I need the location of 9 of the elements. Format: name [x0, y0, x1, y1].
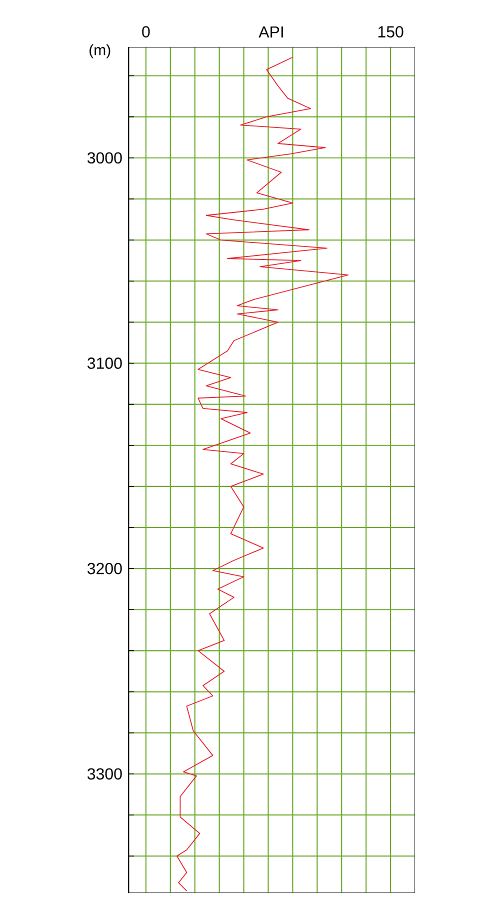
x-axis-title: API [258, 26, 283, 38]
y-tick-label: 3100 [87, 358, 122, 369]
y-tick-label: 3200 [87, 562, 122, 574]
x-tick-label: 0 [142, 26, 150, 38]
y-tick-label: 3000 [87, 152, 122, 164]
y-tick-label: 3300 [87, 768, 122, 780]
line-series [176, 56, 349, 892]
y-axis-title: (m) [90, 44, 110, 58]
x-tick-label: 150 [378, 26, 404, 38]
